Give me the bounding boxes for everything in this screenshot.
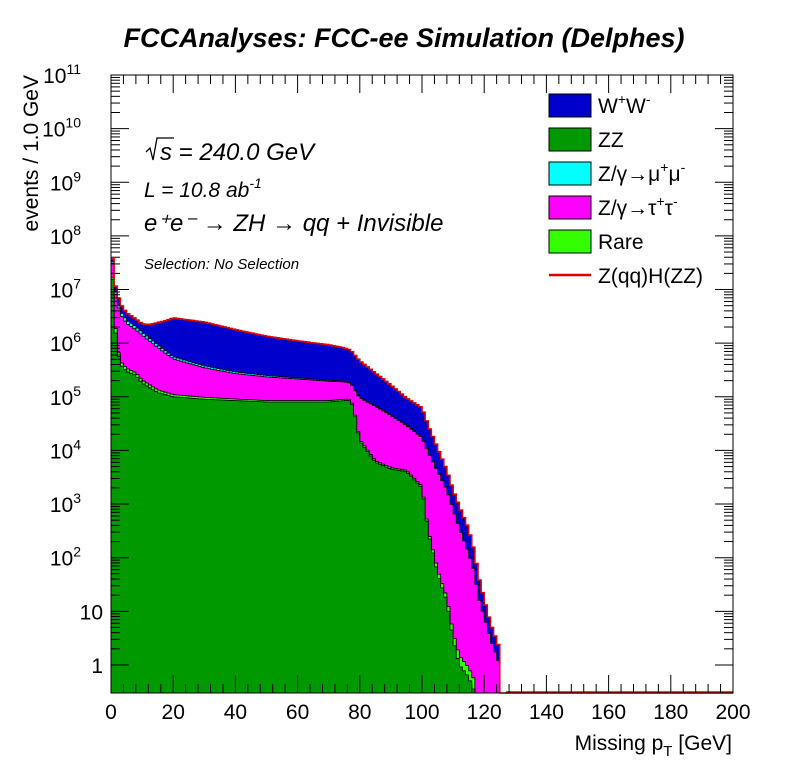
- legend-label-sup: -: [673, 193, 678, 209]
- legend-label-main: Rare: [598, 231, 644, 254]
- y-tick-label-exp: 9: [73, 168, 81, 184]
- annotation-selection: Selection: No Selection: [144, 256, 299, 273]
- y-tick-label: 104: [50, 436, 81, 463]
- legend-label-main: Z(qq)H(ZZ): [598, 265, 703, 288]
- chart-title: FCCAnalyses: FCC-ee Simulation (Delphes): [123, 23, 684, 53]
- legend-label-sup: -: [681, 159, 686, 175]
- x-axis-label-subscript: T: [663, 743, 672, 760]
- y-tick-label-exp: 3: [73, 490, 81, 506]
- legend-label-zz: ZZ: [598, 129, 624, 152]
- legend-label-w: W+W-: [598, 91, 651, 118]
- annotation-sqrt-s: s = 240.0 GeV: [160, 139, 316, 166]
- y-tick-label: 108: [50, 222, 81, 249]
- legend-label-main: Z/γ→μ: [598, 163, 660, 186]
- y-tick-label: 1011: [43, 61, 81, 88]
- legend-swatch-z: [548, 195, 592, 220]
- y-axis-label: events / 1.0 GeV: [20, 75, 43, 231]
- legend-label-sup: -: [646, 91, 651, 107]
- plot-area: [110, 258, 733, 694]
- y-tick-label-base: 10: [50, 440, 73, 463]
- legend-label-rare: Rare: [598, 231, 644, 254]
- y-tick-label-base: 10: [50, 226, 73, 249]
- x-tick-label-80: 80: [348, 701, 371, 724]
- annotations: s = 240.0 GeV L = 10.8 ab-1 e⁺e⁻ → ZH → …: [144, 137, 443, 273]
- y-tick-label-exp: 7: [73, 276, 81, 292]
- x-axis-label: Missing pT [GeV]: [575, 732, 732, 760]
- legend-label-main: Z/γ→τ: [598, 197, 657, 220]
- y-tick-label-base: 10: [50, 494, 73, 517]
- axes: 0 20 40 60 80 100 120 140 160 180 2001011101010910…: [42, 61, 750, 724]
- y-tick-label: 102: [50, 544, 81, 571]
- sqrt-symbol: [145, 137, 174, 161]
- y-tick-label: 107: [50, 276, 81, 303]
- y-tick-label-exp: 11: [66, 61, 81, 77]
- y-tick-label: 1010: [42, 115, 81, 142]
- y-tick-label: 105: [50, 383, 81, 410]
- x-tick-label-20: 20: [162, 701, 185, 724]
- y-tick-label-base: 10: [50, 280, 73, 303]
- x-tick-label-160: 160: [591, 701, 626, 724]
- x-axis-label-unit: [GeV]: [672, 732, 732, 755]
- legend-label-main: ZZ: [598, 129, 624, 152]
- y-tick-label-exp: 8: [73, 222, 81, 238]
- legend-label-sup: +: [656, 193, 664, 209]
- x-tick-label-40: 40: [224, 701, 247, 724]
- annotation-luminosity: L = 10.8 ab-1: [144, 175, 262, 202]
- legend-label-mid: W: [626, 95, 646, 118]
- y-tick-label-exp: 10: [65, 115, 81, 131]
- y-tick-label-base: 10: [80, 601, 103, 624]
- y-tick-label: 10: [80, 601, 103, 624]
- legend-label-z: Z/γ→μ+μ-: [598, 159, 686, 186]
- y-tick-label-base: 10: [50, 333, 73, 356]
- y-tick-label-exp: 2: [73, 544, 81, 560]
- legend-swatch-rare: [548, 229, 592, 254]
- y-tick-label-base: 10: [42, 119, 65, 142]
- y-tick-label: 109: [50, 168, 81, 195]
- x-tick-label-200: 200: [715, 701, 750, 724]
- legend-swatch-z: [548, 161, 592, 186]
- y-tick-label-base: 10: [50, 172, 73, 195]
- legend-label-sup: +: [618, 91, 626, 107]
- x-axis-label-text: Missing p: [575, 732, 664, 755]
- y-tick-label: 1: [91, 655, 103, 678]
- y-tick-label: 103: [50, 490, 81, 517]
- annotation-luminosity-exp: -1: [249, 175, 261, 191]
- x-tick-label-0: 0: [105, 701, 117, 724]
- legend-label-z: Z/γ→τ+τ-: [598, 193, 678, 220]
- y-tick-label-exp: 4: [73, 436, 81, 452]
- annotation-process: e⁺e⁻ → ZH → qq + Invisible: [144, 210, 443, 237]
- legend-label-mid: μ: [668, 163, 680, 186]
- legend-label-z-qq-h-zz: Z(qq)H(ZZ): [598, 265, 703, 288]
- x-tick-label-120: 120: [467, 701, 502, 724]
- y-tick-label-base: 1: [91, 655, 103, 678]
- legend-label-main: W: [598, 95, 618, 118]
- x-tick-label-100: 100: [404, 701, 439, 724]
- y-tick-label: 106: [50, 329, 81, 356]
- legend-swatch-w: [548, 93, 592, 118]
- x-tick-label-60: 60: [286, 701, 309, 724]
- legend-label-mid: τ: [665, 197, 674, 220]
- x-tick-label-140: 140: [529, 701, 564, 724]
- annotation-luminosity-text: L = 10.8 ab: [144, 179, 250, 202]
- y-tick-label-base: 10: [43, 65, 66, 88]
- legend-label-sup: +: [660, 159, 668, 175]
- x-tick-label-180: 180: [653, 701, 688, 724]
- y-tick-label-base: 10: [50, 548, 73, 571]
- legend-swatch-zz: [548, 127, 592, 152]
- y-tick-label-base: 10: [50, 387, 73, 410]
- y-tick-label-exp: 5: [73, 383, 81, 399]
- y-tick-label-exp: 6: [73, 329, 81, 345]
